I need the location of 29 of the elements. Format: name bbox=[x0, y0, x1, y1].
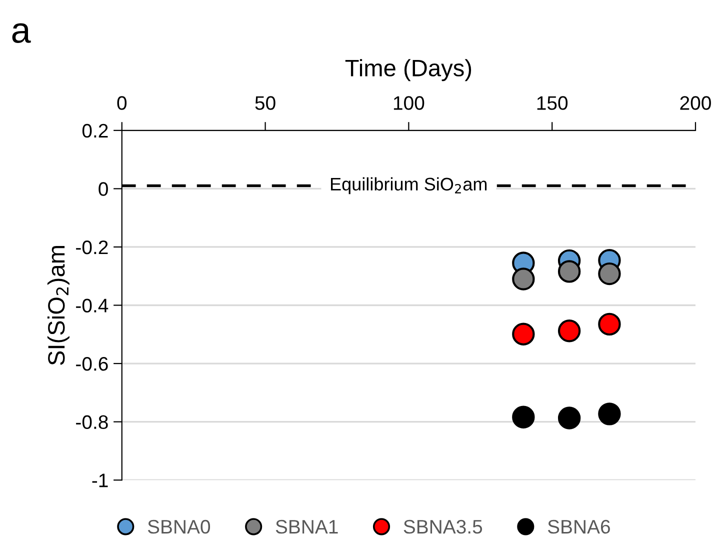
point bbox=[512, 322, 535, 346]
y-tick-label: -0.4 bbox=[76, 298, 108, 312]
y-axis-title: SI(SiO$_{2}$)am bbox=[47, 246, 70, 365]
legend-label: SBNA3.5 bbox=[404, 520, 482, 534]
legend-label: SBNA1 bbox=[276, 520, 338, 534]
x-tick-label: 150 bbox=[537, 96, 568, 110]
text: a bbox=[12, 23, 31, 43]
x-tick-label: 0 bbox=[117, 96, 127, 110]
point bbox=[512, 406, 535, 428]
point bbox=[598, 402, 621, 426]
point bbox=[558, 260, 581, 283]
legend-label: SBNA6 bbox=[548, 520, 610, 534]
point bbox=[558, 406, 581, 430]
point bbox=[558, 320, 581, 342]
point bbox=[598, 262, 621, 286]
point bbox=[512, 268, 535, 290]
point bbox=[598, 312, 621, 336]
y-tick-label: -0.8 bbox=[76, 415, 108, 430]
ref-line-label: Equilibrium SiO$_{2}$am bbox=[331, 177, 487, 194]
x-tick-label: 200 bbox=[680, 96, 711, 110]
legend-label: SBNA0 bbox=[148, 520, 210, 534]
y-tick-label: -1 bbox=[92, 474, 108, 488]
y-tick-label: -0.6 bbox=[76, 356, 108, 371]
y-tick-label: 0 bbox=[98, 182, 108, 196]
y-tick-label: -0.2 bbox=[76, 240, 108, 254]
x-tick-label: 100 bbox=[394, 96, 424, 110]
x-axis-title: Time (Days) bbox=[345, 59, 472, 82]
x-tick-label: 50 bbox=[255, 96, 276, 110]
y-tick-label: 0.2 bbox=[82, 124, 108, 138]
